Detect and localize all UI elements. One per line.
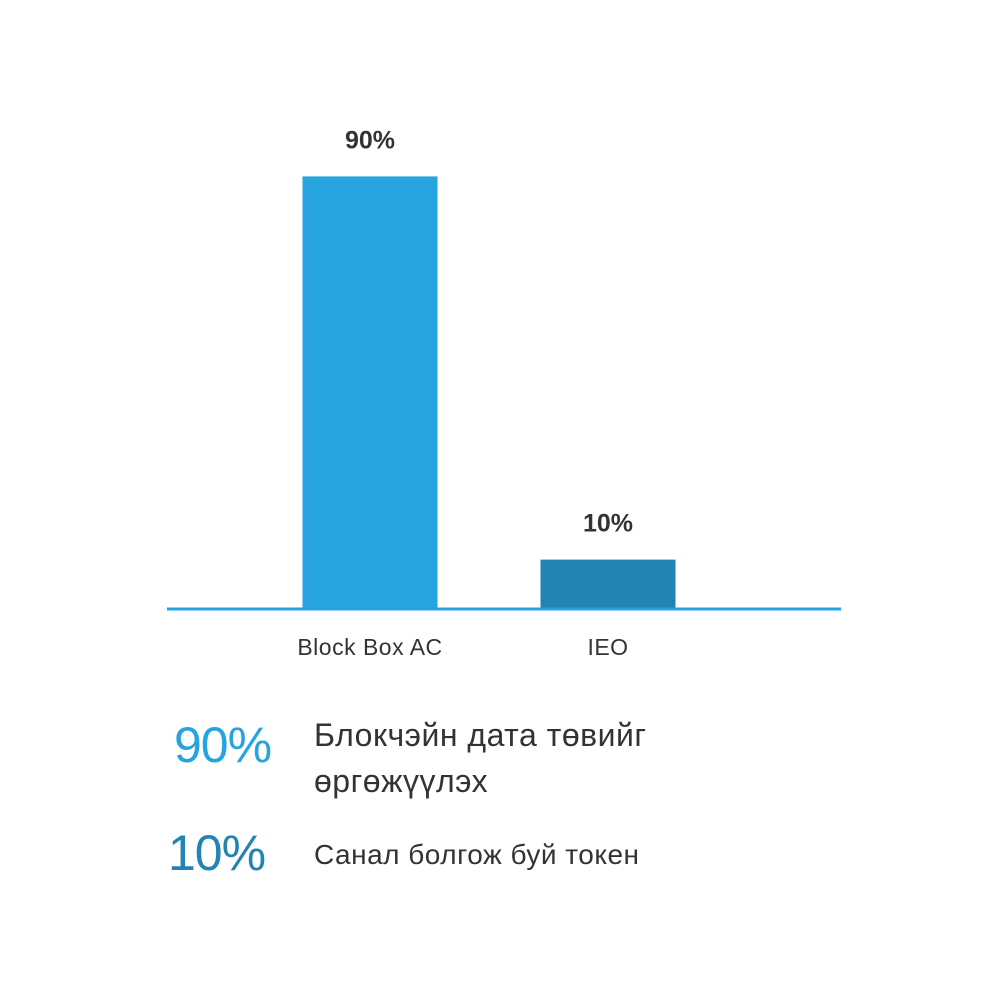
data-label: 10%	[583, 510, 633, 538]
data-label: 90%	[345, 126, 395, 154]
legend-item-block-box: 90% Блокчэйн дата төвийг өргөжүүлэх	[0, 712, 1000, 802]
bar-chart: 90% Block Box AC 10% IEO	[167, 126, 841, 660]
legend-item-ieo: 10% Санал болгож буй токен	[0, 828, 1000, 888]
bar-block-box-ac	[302, 176, 438, 608]
legend-percent: 90%	[174, 717, 272, 773]
legend-description: Блокчэйн дата төвийг өргөжүүлэх	[314, 717, 647, 799]
x-tick-label: IEO	[587, 634, 628, 660]
bar-ieo	[540, 559, 676, 608]
x-tick-label: Block Box AC	[297, 634, 442, 660]
legend-description: Санал болгож буй токен	[314, 839, 640, 870]
legend-percent: 10%	[168, 825, 266, 881]
